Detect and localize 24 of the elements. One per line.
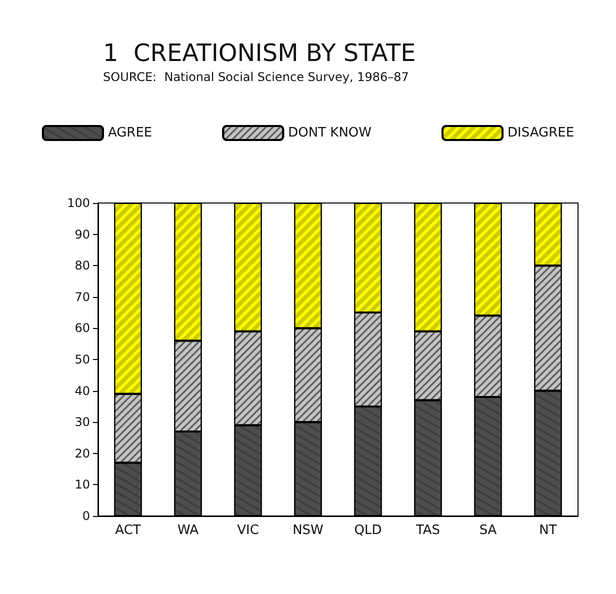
x-tick-label: WA: [177, 523, 199, 538]
y-tick-label: 100: [67, 196, 90, 210]
y-tick-label: 90: [74, 227, 90, 242]
y-tick-label: 80: [74, 258, 90, 273]
chart-subtitle: SOURCE: National Social Science Survey, 1986–87: [103, 70, 409, 84]
x-tick-label: QLD: [354, 523, 382, 538]
y-tick-label: 70: [74, 290, 90, 304]
y-tick-label: 0: [82, 509, 90, 523]
y-tick-label: 20: [74, 446, 90, 460]
y-tick-label: 60: [74, 321, 90, 336]
x-tick-label: NSW: [292, 523, 324, 538]
x-tick-label: TAS: [414, 523, 440, 538]
x-tick-label: SA: [479, 523, 497, 538]
legend-label: DISAGREE: [508, 126, 574, 140]
legend-label: AGREE: [108, 126, 152, 140]
chart-title: 1 CREATIONISM BY STATE: [103, 39, 416, 67]
x-tick-label: NT: [539, 523, 557, 538]
x-tick-label: ACT: [115, 523, 141, 538]
y-tick-label: 10: [74, 478, 90, 492]
y-tick-label: 50: [74, 352, 90, 366]
y-tick-label: 30: [74, 415, 90, 430]
x-tick-label: VIC: [237, 523, 259, 538]
y-tick-label: 40: [74, 384, 90, 398]
legend-label: DONT KNOW: [288, 126, 372, 140]
